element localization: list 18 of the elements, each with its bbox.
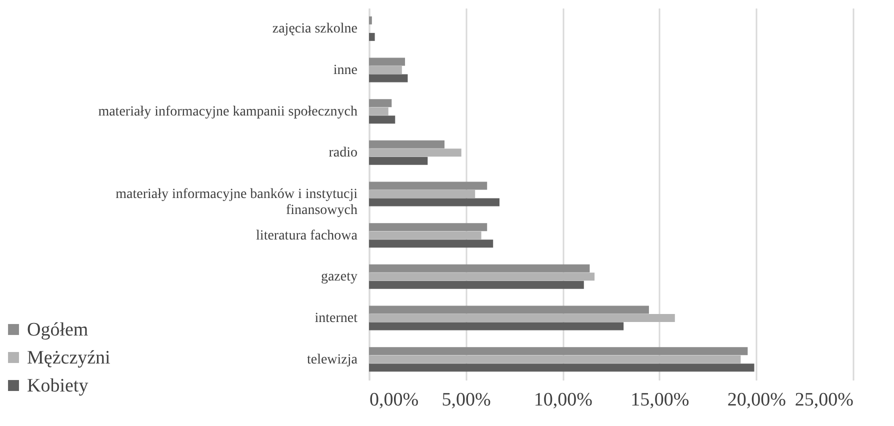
y-tick-label: inne	[333, 63, 358, 78]
y-tick-label: zajęcia szkolne	[272, 22, 358, 37]
legend-label: Mężczyźni	[27, 348, 110, 368]
x-tick-label: 15,00%	[630, 390, 690, 410]
y-tick-label: radio	[328, 146, 358, 161]
x-tick-label: 10,00%	[534, 390, 593, 410]
y-tick-label: gazety	[320, 270, 358, 285]
x-tick-label: 0,00%	[370, 390, 419, 410]
x-tick-label: 5,00%	[442, 390, 492, 410]
y-tick-label: materiały informacyjne kampanii społecznych	[98, 104, 358, 120]
y-tick-label: literatura fachowa	[256, 228, 358, 244]
x-tick-label: 20,00%	[727, 390, 786, 410]
x-tick-label: 25,00%	[794, 390, 854, 410]
legend-label: Ogółem	[27, 320, 88, 340]
y-tick-label: materiały informacyjne banków i instytucji finansowych	[116, 187, 358, 218]
y-tick-label: internet	[314, 311, 358, 326]
y-tick-label: telewizja	[306, 352, 358, 368]
legend-label: Kobiety	[27, 376, 89, 396]
